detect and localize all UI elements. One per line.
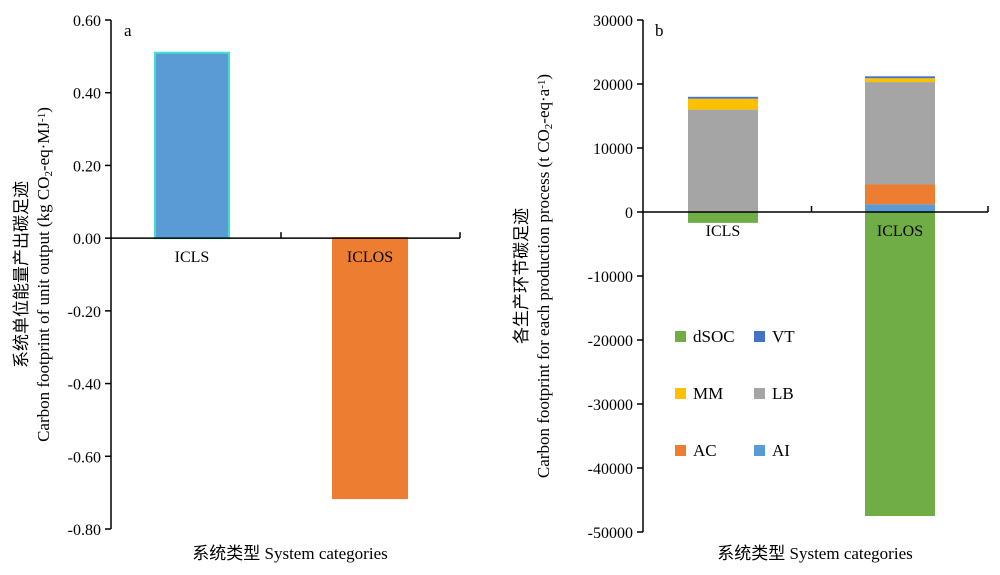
y-tick-label: -0.40: [68, 377, 101, 394]
y-tick-label: 0.40: [73, 86, 101, 103]
y-tick-label: 30000: [593, 13, 633, 30]
legend-swatch-ai: [754, 445, 765, 456]
bar-iclos-lb: [865, 82, 935, 185]
legend-swatch-vt: [754, 331, 765, 342]
y-tick-label: -10000: [588, 269, 633, 286]
x-axis-title: 系统类型 System categories: [717, 544, 912, 563]
bar-iclos-dsoc: [865, 212, 935, 516]
y-tick-label: 10000: [593, 141, 633, 158]
legend-swatch-dsoc: [675, 331, 686, 342]
legend-swatch-lb: [754, 388, 765, 399]
y-axis-title-cn: 系统单位能量产出碳足迹: [12, 181, 31, 368]
x-category-label: ICLOS: [877, 223, 923, 240]
legend-label-dsoc: dSOC: [693, 327, 735, 346]
bar-iclos-ai: [865, 204, 935, 212]
bar-icls-lb: [688, 109, 758, 212]
x-category-label: ICLS: [175, 249, 210, 266]
panel-a-chart: 0.60 0.40 0.20 0.00 -0.20 -0.40 -0.60 -0.80 ICLS…: [12, 13, 461, 563]
legend-label-mm: MM: [693, 384, 723, 403]
y-tick-label: -50000: [588, 525, 633, 542]
legend-label-lb: LB: [772, 384, 794, 403]
bar-icls-mm: [688, 98, 758, 110]
y-tick-label: 0.00: [73, 231, 101, 248]
legend-swatch-mm: [675, 388, 686, 399]
bar-icls: [154, 51, 230, 240]
panel-label: a: [124, 21, 132, 40]
y-axis-title-en: Carbon footprint of unit output (kg CO2-…: [34, 107, 55, 442]
y-tick-label: 0.60: [73, 13, 101, 30]
legend-label-ai: AI: [772, 441, 790, 460]
legend-label-vt: VT: [772, 327, 795, 346]
y-tick-label: 0: [625, 205, 633, 222]
y-axis-title-cn: 各生产环节碳足迹: [512, 208, 531, 344]
bar-iclos-vt: [865, 76, 935, 79]
bar-iclos: [332, 237, 408, 500]
bar-iclos-mm: [865, 78, 935, 83]
y-tick-label: -0.80: [68, 522, 101, 539]
legend-swatch-ac: [675, 445, 686, 456]
y-tick-label: -0.20: [68, 304, 101, 321]
y-tick-label: -30000: [588, 397, 633, 414]
y-tick-label: -40000: [588, 461, 633, 478]
x-category-label: ICLOS: [347, 249, 393, 266]
x-category-label: ICLS: [706, 223, 741, 240]
panel-label: b: [655, 21, 664, 40]
bar-icls-dsoc: [688, 212, 758, 223]
y-tick-label: 0.20: [73, 158, 101, 175]
x-axis-title: 系统类型 System categories: [192, 544, 387, 563]
bar-iclos-ac: [865, 184, 935, 205]
panel-b-chart: 30000 20000 10000 0 -10000 -20000 -30000 -40000…: [512, 13, 989, 563]
y-axis-title-en: Carbon footprint for each production pro…: [534, 74, 555, 478]
y-tick-label: 20000: [593, 77, 633, 94]
legend-label-ac: AC: [693, 441, 717, 460]
bar-icls-vt: [688, 96, 758, 99]
y-tick-label: -20000: [588, 333, 633, 350]
y-tick-label: -0.60: [68, 449, 101, 466]
